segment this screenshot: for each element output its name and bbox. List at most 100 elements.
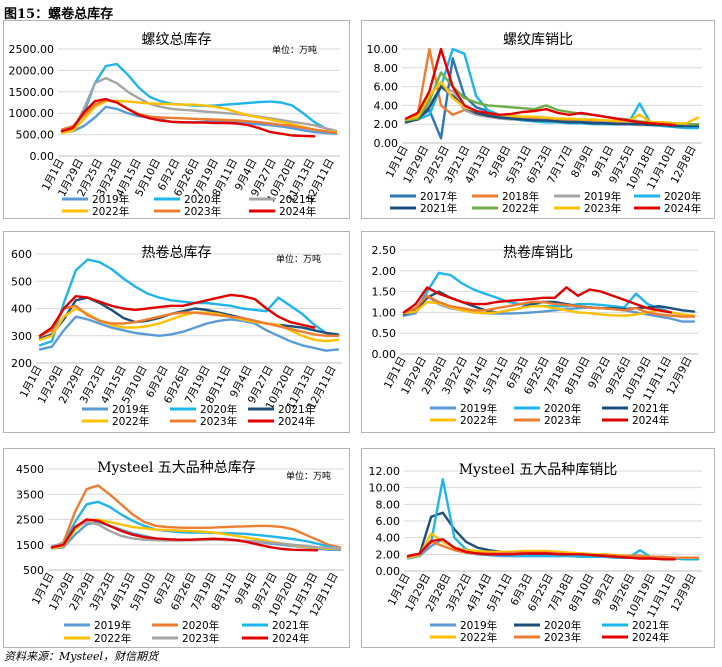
legend-label: 2020年	[664, 190, 701, 203]
legend-label: 2022年	[460, 414, 497, 427]
legend-label: 2021年	[632, 619, 669, 632]
legend-label: 2020年	[544, 619, 581, 632]
chart-title: 热卷库销比	[503, 245, 573, 261]
legend-label: 2019年	[584, 190, 621, 203]
legend-label: 2020年	[544, 402, 581, 415]
legend-label: 2019年	[460, 619, 497, 632]
y-tick-label: 600	[11, 248, 32, 261]
legend-label: 2024年	[272, 632, 309, 645]
legend-label: 2021年	[279, 193, 316, 206]
five-products-inventory-chart: 500 1500 2500 3500 4500 1月1日 1月29日 2月29日 3月23日 4月…	[3, 448, 350, 648]
y-tick-label: 4500	[16, 463, 44, 476]
legend-label: 2023年	[584, 202, 621, 215]
legend-label: 2019年	[460, 402, 497, 415]
series-line-2023年	[38, 304, 340, 337]
five-products-ratio-chart: 0.00 2.00 4.00 6.00 8.00 10.00 12.00 1月1日 1月29日 2…	[361, 448, 715, 648]
chart-svg: 0.002.004.006.008.0010.0012.001月1日1月29日2…	[369, 465, 702, 644]
source-note: 资料来源：Mysteel，财信期货	[4, 650, 159, 663]
legend-label: 2021年	[420, 202, 457, 215]
series-line-2024年	[60, 97, 316, 138]
y-tick-label: 1500.00	[9, 86, 55, 99]
series-line-2021年	[50, 500, 342, 550]
unit-label: 单位：万吨	[276, 255, 322, 265]
legend-label: 2019年	[112, 403, 149, 416]
legend-label: 2020年	[184, 193, 221, 206]
chart-svg: 0.00500.001000.001500.002000.002500.001月…	[9, 43, 340, 218]
y-tick-label: 0.00	[30, 150, 55, 163]
legend-label: 2022年	[112, 415, 149, 428]
legend-label: 2019年	[92, 193, 129, 206]
legend-label: 2024年	[279, 205, 316, 218]
series-line-2021年	[404, 85, 700, 128]
chart-title: 热卷总库存	[141, 245, 212, 261]
series-line-2023年	[404, 80, 700, 125]
chart-svg: 0.002.004.006.008.0010.001月1日1月29日2月25日3…	[367, 43, 702, 215]
series-line-2024年	[402, 286, 672, 314]
legend-label: 2023年	[184, 205, 221, 218]
series-line-2021年	[60, 76, 338, 134]
y-tick-label: 300	[11, 330, 32, 343]
y-tick-label: 6.00	[374, 81, 399, 94]
y-tick-label: 500.00	[16, 129, 55, 142]
rebar-inventory-chart: 0.00 500.00 1000.00 1500.00 2000.00 2500.00 1月…	[3, 20, 350, 219]
y-tick-label: 8.00	[376, 498, 401, 511]
y-tick-label: 0.50	[372, 327, 397, 340]
legend-label: 2020年	[200, 403, 237, 416]
legend-label: 2023年	[182, 632, 219, 645]
legend-label: 2024年	[632, 631, 669, 644]
chart-svg: 0.000.501.001.502.002.501月1日1月29日2月28日3月…	[372, 244, 698, 427]
legend-label: 2023年	[544, 414, 581, 427]
y-tick-label: 2.00	[374, 118, 399, 131]
legend-label: 2020年	[182, 619, 219, 632]
y-tick-label: 0.00	[372, 348, 397, 361]
y-tick-label: 10.00	[367, 43, 399, 56]
hrc-ratio-chart: 0.00 0.50 1.00 1.50 2.00 2.50 1月1日 1月29日 2月28日 3月…	[361, 231, 715, 433]
y-tick-label: 500	[11, 275, 32, 288]
y-tick-label: 1.00	[372, 306, 397, 319]
legend-label: 2024年	[632, 414, 669, 427]
series-line-2019年	[38, 315, 340, 352]
legend-label: 2022年	[94, 632, 131, 645]
legend-label: 2022年	[502, 202, 539, 215]
y-tick-label: 6.00	[376, 515, 401, 528]
y-tick-label: 1000.00	[9, 107, 55, 120]
chart-svg: 50015002500350045001月1日1月29日2月29日3月23日4月…	[16, 463, 344, 645]
y-tick-label: 2000.00	[9, 64, 55, 77]
y-tick-label: 1.50	[372, 286, 397, 299]
series-line-2020年	[404, 47, 700, 130]
chart-title: Mysteel 五大品种库销比	[458, 462, 618, 478]
legend-label: 2024年	[664, 202, 701, 215]
legend-label: 2018年	[502, 190, 539, 203]
y-tick-label: 4.00	[374, 99, 399, 112]
series-line-2024年	[38, 293, 316, 337]
y-tick-label: 10.00	[369, 482, 401, 495]
legend-label: 2021年	[632, 402, 669, 415]
series-line-2024年	[50, 518, 319, 552]
legend-label: 2017年	[420, 190, 457, 203]
y-tick-label: 0.00	[376, 565, 401, 578]
chart-title: 螺纹总库存	[141, 32, 212, 48]
legend-label: 2021年	[278, 403, 315, 416]
y-tick-label: 1500	[16, 539, 44, 552]
rebar-ratio-chart: 0.00 2.00 4.00 6.00 8.00 10.00 1月1日 1月29日 2月25日 3…	[361, 20, 715, 219]
y-tick-label: 2.00	[372, 265, 397, 278]
chart-title: 螺纹库销比	[503, 32, 573, 48]
y-tick-label: 3500	[16, 488, 44, 501]
y-tick-label: 2500.00	[9, 43, 55, 56]
hrc-inventory-chart: 200 300 400 500 600 1月1日 1月29日 2月29日 3月23日 4月15日 5…	[3, 231, 350, 433]
legend-label: 2024年	[278, 415, 315, 428]
series-line-2020年	[38, 258, 340, 347]
y-tick-label: 12.00	[369, 465, 401, 478]
y-tick-label: 0.00	[374, 137, 399, 150]
figure-title: 图15：螺卷总库存	[4, 7, 114, 22]
y-tick-label: 500	[23, 564, 44, 577]
y-tick-label: 200	[11, 357, 32, 370]
chart-svg: 2003004005006001月1日1月29日2月29日3月23日4月15日5…	[11, 248, 342, 428]
legend-label: 2023年	[544, 631, 581, 644]
legend-label: 2019年	[94, 619, 131, 632]
series-line-2024年	[406, 538, 676, 561]
y-tick-label: 2.00	[376, 548, 401, 561]
legend-label: 2021年	[272, 619, 309, 632]
y-tick-label: 400	[11, 303, 32, 316]
unit-label: 单位：万吨	[286, 472, 332, 482]
